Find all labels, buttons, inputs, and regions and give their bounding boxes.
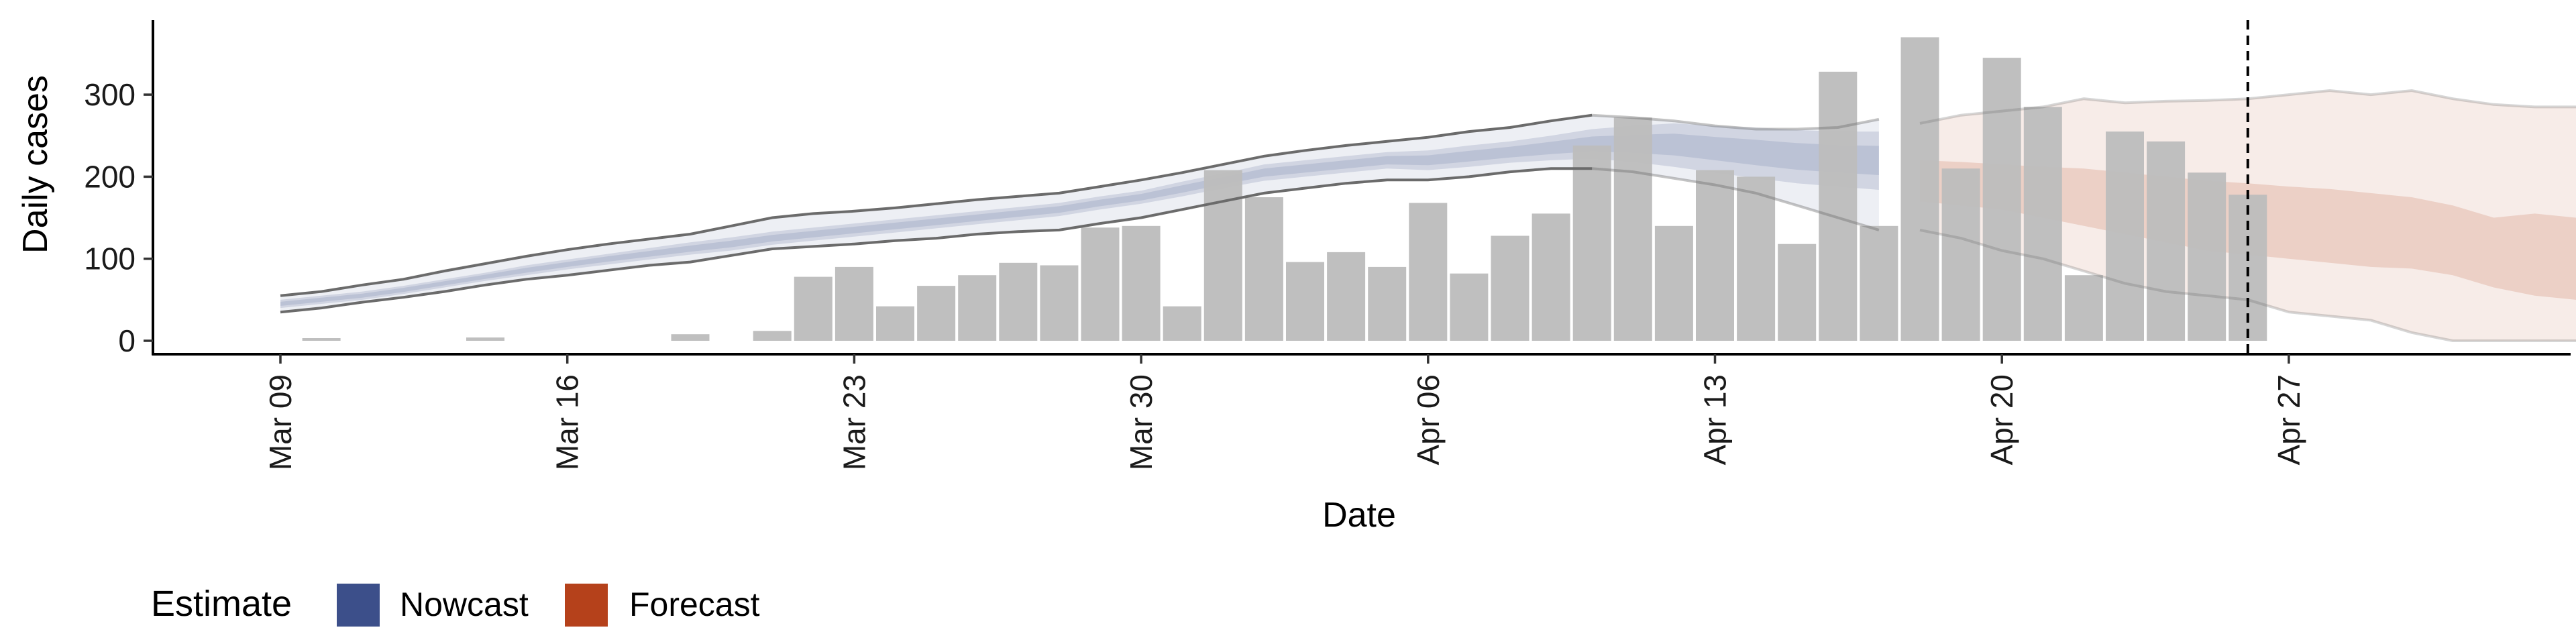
- bar-apr-04: [1327, 252, 1366, 341]
- nowcast-upper-line: [280, 113, 1593, 297]
- bar-mar-30: [1122, 225, 1161, 341]
- nowcast-upper-line-recent: [1592, 113, 1880, 131]
- bar-mar-29: [1081, 227, 1120, 341]
- x-tick-label-3: Mar 30: [1124, 374, 1159, 470]
- y-tick-label-0: 0: [118, 323, 136, 358]
- bar-mar-22: [794, 276, 833, 341]
- bar-apr-05: [1368, 266, 1407, 341]
- bar-apr-15: [1778, 244, 1817, 341]
- bar-mar-23: [835, 266, 873, 341]
- bar-mar-31: [1163, 306, 1201, 341]
- bar-apr-11: [1613, 117, 1652, 341]
- bar-apr-17: [1860, 225, 1898, 341]
- bar-apr-18: [1900, 37, 1939, 341]
- bar-apr-20: [1982, 58, 2021, 341]
- x-tick-label-1: Mar 16: [550, 374, 585, 470]
- bar-apr-07: [1450, 273, 1489, 341]
- y-tick-label-100: 100: [84, 241, 136, 276]
- x-tick-label-2: Mar 23: [837, 374, 871, 470]
- case-bars: [302, 37, 2267, 341]
- bar-mar-26: [958, 275, 997, 341]
- bar-apr-22: [2064, 275, 2103, 341]
- bar-apr-10: [1572, 145, 1611, 341]
- bar-apr-25: [2188, 172, 2226, 341]
- legend-label-nowcast: Nowcast: [400, 586, 529, 623]
- nowcast-lower-line: [280, 167, 1593, 314]
- legend-title: Estimate: [151, 584, 292, 624]
- bar-apr-02: [1244, 197, 1283, 341]
- bar-apr-14: [1737, 176, 1776, 341]
- y-tick-label-200: 200: [84, 159, 136, 194]
- legend: Estimate Nowcast Forecast: [151, 584, 760, 627]
- bar-mar-25: [917, 286, 956, 341]
- bar-apr-06: [1409, 203, 1448, 341]
- axes: 0 100 200 300 Mar 09 Mar 16 Mar 23 Mar 30 Apr 06…: [84, 20, 2571, 470]
- bar-mar-19: [671, 334, 710, 341]
- bar-mar-10: [302, 338, 341, 341]
- x-tick-label-7: Apr 27: [2271, 374, 2306, 466]
- y-tick-label-300: 300: [84, 77, 136, 112]
- bar-apr-21: [2023, 107, 2062, 341]
- nowcast-lower-line-recent: [1592, 167, 1880, 231]
- legend-swatch-forecast: [565, 584, 608, 627]
- nowcast-band-outer: [280, 115, 1879, 313]
- nowcast-band-median: [280, 133, 1879, 306]
- bar-mar-24: [876, 306, 914, 341]
- bar-mar-28: [1040, 265, 1079, 341]
- bar-apr-09: [1532, 213, 1570, 341]
- bar-mar-27: [999, 262, 1038, 341]
- bar-apr-23: [2106, 131, 2144, 341]
- x-tick-label-4: Apr 06: [1411, 374, 1446, 466]
- legend-label-forecast: Forecast: [629, 586, 760, 623]
- bound-lines: [280, 89, 2576, 342]
- x-tick-label-0: Mar 09: [263, 374, 298, 470]
- forecast-upper-line: [1919, 89, 2576, 125]
- bar-apr-19: [1941, 168, 1980, 341]
- forecast-lower-line: [1919, 228, 2576, 342]
- bar-apr-03: [1286, 262, 1324, 341]
- x-tick-label-5: Apr 13: [1698, 374, 1733, 466]
- legend-swatch-nowcast: [337, 584, 380, 627]
- x-tick-label-6: Apr 20: [1984, 374, 2019, 466]
- y-axis-label: Daily cases: [16, 75, 55, 254]
- bar-apr-08: [1491, 235, 1529, 341]
- bar-apr-24: [2147, 141, 2186, 341]
- bar-apr-12: [1654, 225, 1693, 341]
- bar-apr-13: [1696, 170, 1734, 341]
- nowcast-band-inner: [280, 123, 1879, 309]
- x-axis-label: Date: [1322, 496, 1396, 535]
- bar-mar-21: [753, 331, 792, 341]
- bar-apr-16: [1819, 71, 1858, 341]
- bar-apr-01: [1203, 170, 1242, 341]
- bar-mar-14: [466, 337, 504, 341]
